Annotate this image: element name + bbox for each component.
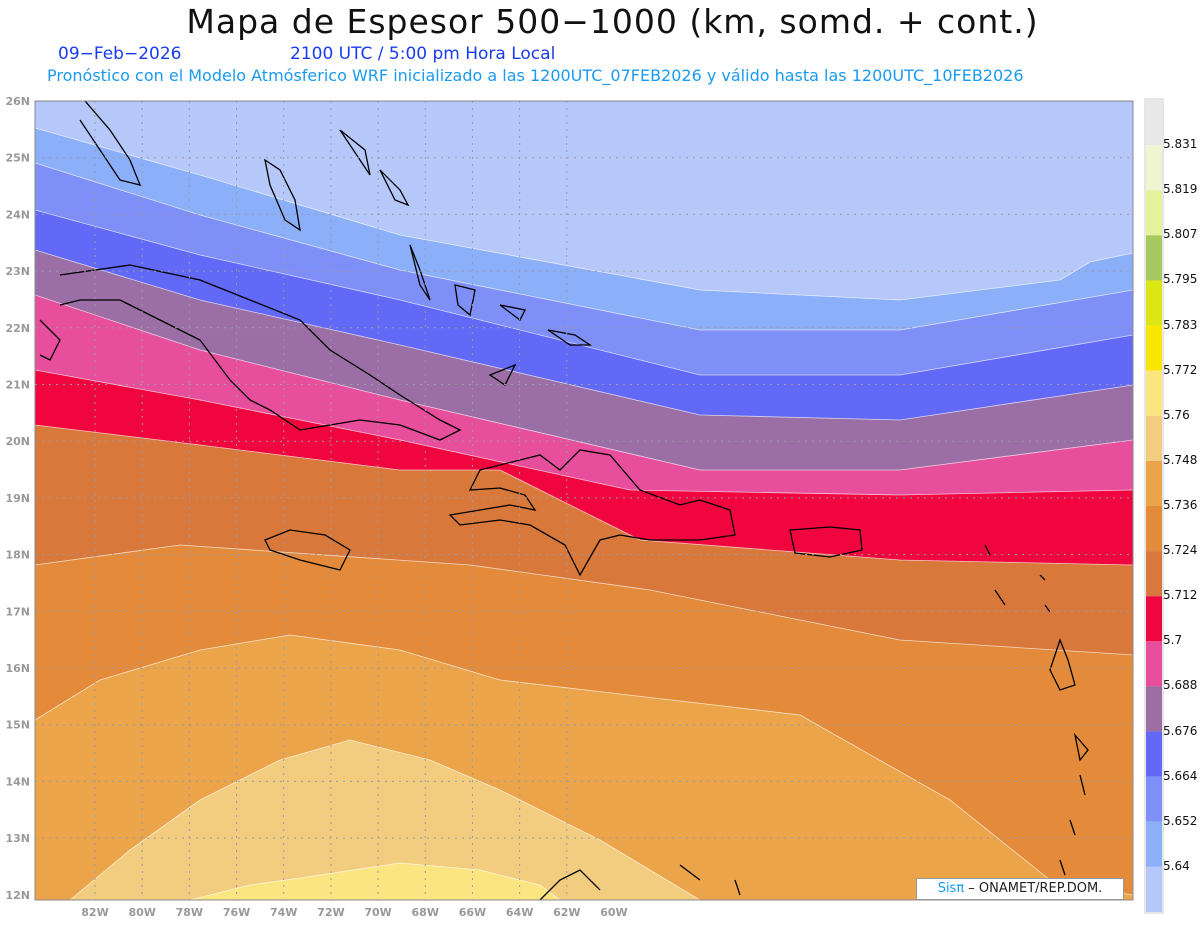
credit-text: – ONAMET/REP.DOM.: [964, 881, 1103, 896]
lon-label: 62W: [553, 906, 580, 919]
lon-label: 78W: [176, 906, 203, 919]
colorbar-swatch: [1146, 506, 1162, 552]
colorbar-swatch: [1146, 551, 1162, 597]
south-america-coast: [539, 864, 741, 900]
colorbar-label: 5.795: [1163, 272, 1198, 287]
colorbar-label: 5.64: [1163, 858, 1190, 873]
forecast-date: 09−Feb−2026: [58, 44, 182, 64]
lon-label: 80W: [128, 906, 155, 919]
colorbar-swatch: [1146, 100, 1162, 146]
lon-label: 68W: [412, 906, 439, 919]
colorbar-swatch: [1146, 235, 1162, 281]
colorbar-label: 5.76: [1163, 407, 1190, 422]
colorbar-swatch: [1146, 325, 1162, 371]
lon-label: 70W: [364, 906, 391, 919]
puerto-rico-coast: [789, 526, 863, 558]
colorbar-swatch: [1146, 776, 1162, 822]
colorbar-swatch: [1146, 460, 1162, 506]
colorbar-swatch: [1146, 686, 1162, 732]
jamaica-coast: [264, 529, 351, 571]
colorbar-label: 5.724: [1163, 543, 1198, 558]
colorbar: [1144, 98, 1164, 914]
graticule: [35, 101, 1133, 900]
colorbar-swatch: [1146, 145, 1162, 191]
forecast-subtitle: Pronóstico con el Modelo Atmósferico WRF…: [47, 66, 1024, 85]
colorbar-swatch: [1146, 280, 1162, 326]
colorbar-swatch: [1146, 415, 1162, 461]
lat-label: 18N: [5, 549, 30, 562]
colorbar-swatch: [1146, 190, 1162, 236]
coastlines: [39, 101, 1089, 900]
colorbar-label: 5.831: [1163, 137, 1198, 152]
lon-label: 60W: [600, 906, 627, 919]
lat-label: 22N: [5, 322, 30, 335]
lat-label: 12N: [5, 889, 30, 902]
lat-label: 24N: [5, 208, 30, 221]
lat-label: 14N: [5, 775, 30, 788]
credit-box: Sisπ – ONAMET/REP.DOM.: [916, 878, 1124, 900]
colorbar-swatch: [1146, 731, 1162, 777]
colorbar-swatch: [1146, 596, 1162, 642]
cuba-coast: [39, 264, 462, 441]
lat-label: 15N: [5, 719, 30, 732]
lat-label: 19N: [5, 492, 30, 505]
colorbar-label: 5.676: [1163, 723, 1198, 738]
lat-label: 13N: [5, 832, 30, 845]
map-title: Mapa de Espesor 500−1000 (km, somd. + co…: [186, 2, 1039, 41]
colorbar-label: 5.748: [1163, 452, 1198, 467]
colorbar-label: 5.783: [1163, 317, 1198, 332]
lat-label: 23N: [5, 265, 30, 278]
lat-label: 17N: [5, 605, 30, 618]
lat-label: 25N: [5, 152, 30, 165]
colorbar-label: 5.772: [1163, 362, 1198, 377]
lon-label: 74W: [270, 906, 297, 919]
map-frame: [34, 100, 1134, 901]
colorbar-swatch: [1146, 821, 1162, 867]
lat-label: 16N: [5, 662, 30, 675]
lat-label: 26N: [5, 95, 30, 108]
lon-label: 82W: [81, 906, 108, 919]
colorbar-frame: [1144, 98, 1164, 914]
colorbar-label: 5.652: [1163, 813, 1198, 828]
colorbar-label: 5.712: [1163, 588, 1198, 603]
colorbar-swatch: [1146, 370, 1162, 416]
colorbar-label: 5.819: [1163, 182, 1198, 197]
colorbar-label: 5.688: [1163, 678, 1198, 693]
latitude-labels: 26N 25N 24N 23N 22N 21N 20N 19N 18N 17N 16N 15N 14N 1…: [5, 95, 30, 902]
bahamas-coast: [264, 129, 593, 386]
hispaniola-coast: [448, 449, 736, 577]
colorbar-swatch: [1146, 641, 1162, 687]
band-5.76: [189, 862, 561, 900]
colorbar-label: 5.7: [1163, 633, 1183, 648]
lon-label: 64W: [506, 906, 533, 919]
lesser-antilles-coast: [984, 544, 1089, 876]
lat-label: 21N: [5, 379, 30, 392]
thickness-bands: [35, 101, 1133, 900]
lon-label: 76W: [223, 906, 250, 919]
colorbar-swatch: [1146, 866, 1162, 912]
band-5.748: [69, 739, 701, 900]
forecast-time: 2100 UTC / 5:00 pm Hora Local: [290, 44, 556, 64]
credit-brand: Sisπ: [937, 881, 965, 896]
florida-coast: [79, 101, 142, 186]
lat-label: 20N: [5, 435, 30, 448]
colorbar-label: 5.664: [1163, 768, 1198, 783]
lon-label: 66W: [459, 906, 486, 919]
colorbar-label: 5.736: [1163, 498, 1198, 512]
longitude-labels: 82W 80W 78W 76W 74W 72W 70W 68W 66W 64W 62W 60W: [81, 906, 627, 919]
colorbar-label: 5.807: [1163, 227, 1198, 242]
lon-label: 72W: [317, 906, 344, 919]
